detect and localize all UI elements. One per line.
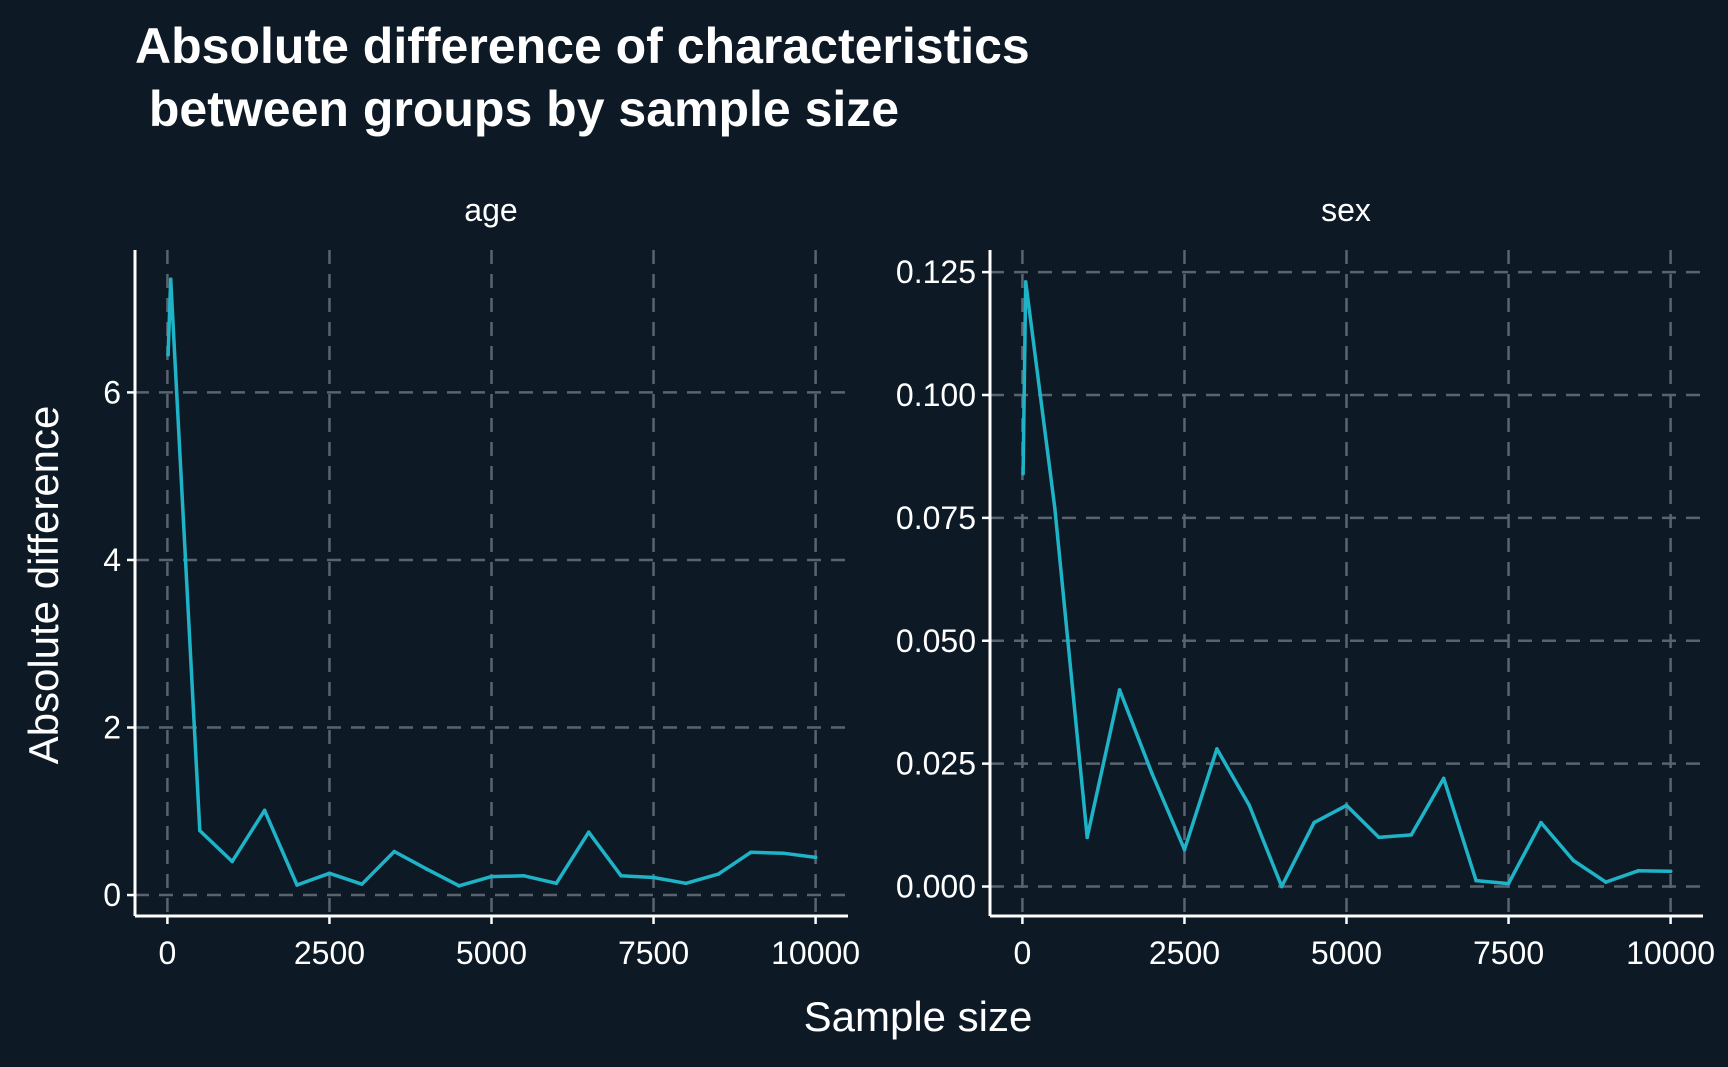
y-tick-label: 0.000: [896, 869, 976, 905]
y-tick-label: 0.125: [896, 254, 976, 290]
data-point: [1247, 803, 1252, 808]
x-tick-label: 0: [159, 935, 177, 971]
y-tick-label: 0.025: [896, 746, 976, 782]
x-tick-label: 10000: [771, 935, 860, 971]
y-tick-label: 0.050: [896, 623, 976, 659]
data-point: [1117, 688, 1122, 692]
facet-label-sex: sex: [1321, 192, 1371, 228]
data-point: [586, 830, 591, 835]
x-tick-label: 0: [1014, 935, 1032, 971]
data-point: [360, 882, 364, 886]
data-point: [813, 855, 818, 860]
data-point: [1085, 835, 1090, 840]
data-point: [1182, 847, 1187, 852]
data-point: [748, 850, 753, 855]
data-point: [716, 872, 721, 876]
data-point: [1021, 471, 1025, 476]
x-tick-label: 5000: [456, 935, 527, 971]
y-tick-label: 2: [103, 710, 121, 746]
x-tick-label: 5000: [1311, 935, 1382, 971]
data-point: [489, 874, 494, 879]
data-point: [1409, 833, 1414, 837]
x-tick-label: 7500: [1473, 935, 1544, 971]
data-point: [1636, 868, 1640, 873]
y-tick-label: 0.100: [896, 377, 976, 413]
data-point: [619, 873, 623, 878]
panel-age: 0 2 4 6 0 2500 5000 7500 10000: [103, 250, 860, 971]
data-point: [166, 352, 170, 357]
data-point: [1506, 881, 1511, 886]
data-point: [554, 881, 559, 886]
data-point: [327, 871, 332, 876]
data-point: [1474, 878, 1478, 883]
data-point: [1441, 776, 1446, 781]
data-point: [168, 277, 173, 282]
panel-sex: 0.000 0.025 0.050 0.075 0.100 0.125 0 2500 5000 7…: [896, 250, 1715, 971]
chart-title-line-1: Absolute difference of characteristics: [135, 18, 1030, 74]
data-point: [1668, 869, 1673, 874]
y-tick-label: 6: [103, 374, 121, 410]
x-tick-label: 2500: [1149, 935, 1220, 971]
data-point: [1312, 820, 1316, 825]
data-point: [1279, 884, 1284, 889]
data-point: [198, 828, 202, 833]
x-tick-label: 2500: [294, 935, 365, 971]
x-tick-label: 7500: [618, 935, 689, 971]
data-point: [262, 808, 267, 813]
data-point: [1215, 747, 1219, 751]
data-point: [230, 859, 235, 864]
data-point: [457, 884, 461, 888]
data-point: [651, 875, 656, 880]
data-point: [781, 851, 785, 855]
x-axis-title: Sample size: [804, 993, 1033, 1040]
data-point: [1053, 506, 1057, 510]
data-point: [684, 881, 688, 886]
data-point: [1539, 820, 1543, 825]
data-point: [1150, 771, 1154, 776]
chart-title-line-2: between groups by sample size: [135, 81, 899, 137]
facet-label-age: age: [464, 192, 517, 228]
y-tick-label: 4: [103, 542, 121, 578]
data-point: [522, 873, 526, 878]
data-point: [1023, 280, 1028, 284]
data-point: [295, 883, 299, 887]
y-tick-label: 0.075: [896, 500, 976, 536]
y-axis-title: Absolute difference: [20, 406, 67, 765]
data-point: [1603, 880, 1608, 884]
data-point: [1571, 858, 1576, 863]
data-point: [392, 849, 397, 854]
data-point: [1344, 803, 1349, 808]
x-tick-label: 10000: [1626, 935, 1715, 971]
data-point: [1377, 835, 1381, 840]
series-line-sex: [1021, 280, 1673, 889]
y-tick-label: 0: [103, 877, 121, 913]
data-point: [424, 867, 429, 871]
series-line-age: [166, 277, 818, 888]
